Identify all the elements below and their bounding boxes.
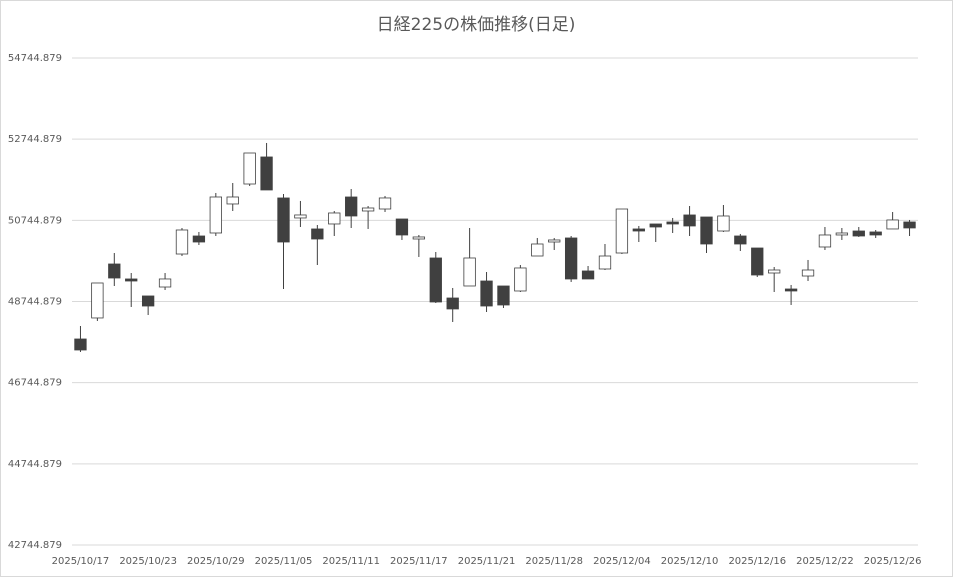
candle-body bbox=[497, 285, 510, 306]
candle-body bbox=[446, 297, 459, 310]
candle-body bbox=[260, 156, 273, 191]
candle-body bbox=[548, 239, 561, 243]
y-tick-label: 52744.879 bbox=[8, 134, 62, 145]
candle-body bbox=[615, 208, 629, 254]
candle-body bbox=[768, 269, 781, 274]
x-tick-label: 2025/11/28 bbox=[525, 556, 583, 567]
candle-body bbox=[192, 235, 206, 243]
candle-body bbox=[598, 255, 612, 270]
candle-body bbox=[294, 214, 307, 219]
x-tick-label: 2025/10/17 bbox=[52, 556, 110, 567]
candle-body bbox=[717, 215, 730, 232]
candle-body bbox=[91, 282, 104, 319]
candle-body bbox=[311, 228, 324, 240]
candle-body bbox=[328, 212, 341, 225]
candle-body bbox=[226, 196, 239, 205]
candle-body bbox=[514, 267, 527, 292]
candle-body bbox=[243, 152, 256, 185]
y-tick-label: 48744.879 bbox=[8, 297, 62, 308]
x-tick-label: 2025/11/11 bbox=[322, 556, 380, 567]
x-tick-label: 2025/12/26 bbox=[864, 556, 922, 567]
candle-body bbox=[581, 270, 595, 280]
candle-body bbox=[480, 280, 493, 307]
y-tick-label: 46744.879 bbox=[8, 378, 62, 389]
candle-body bbox=[74, 338, 87, 351]
candle-body bbox=[818, 234, 832, 248]
candle-body bbox=[852, 230, 865, 237]
candle-body bbox=[632, 228, 645, 232]
candle-body bbox=[835, 232, 849, 236]
candle-body bbox=[125, 278, 138, 282]
candle-body bbox=[531, 243, 544, 257]
candle-body bbox=[683, 214, 696, 227]
candle-body bbox=[141, 295, 155, 307]
candle-body bbox=[751, 247, 764, 276]
candle-body bbox=[564, 237, 578, 280]
candle-body bbox=[345, 196, 358, 217]
x-tick-label: 2025/12/16 bbox=[728, 556, 786, 567]
candle-body bbox=[666, 221, 679, 225]
x-tick-label: 2025/11/17 bbox=[390, 556, 448, 567]
candle-body bbox=[463, 257, 476, 287]
candle-body bbox=[903, 221, 916, 229]
candle-body bbox=[108, 263, 121, 279]
candle-body bbox=[378, 197, 392, 210]
chart-title: 日経225の株価推移(日足) bbox=[377, 15, 576, 35]
y-tick-label: 44744.879 bbox=[8, 459, 62, 470]
candle-body bbox=[361, 207, 375, 212]
candle-body bbox=[734, 235, 747, 245]
candle-body bbox=[869, 231, 882, 236]
y-tick-label: 54744.879 bbox=[8, 53, 62, 64]
x-tick-label: 2025/11/21 bbox=[458, 556, 516, 567]
x-tick-label: 2025/10/29 bbox=[187, 556, 245, 567]
candle-body bbox=[784, 288, 798, 292]
candle-body bbox=[175, 229, 189, 255]
x-tick-label: 2025/12/10 bbox=[661, 556, 719, 567]
y-tick-label: 42744.879 bbox=[8, 540, 62, 551]
x-tick-label: 2025/12/22 bbox=[796, 556, 854, 567]
candle-body bbox=[412, 236, 426, 240]
candle-body bbox=[700, 216, 713, 245]
x-tick-label: 2025/12/04 bbox=[593, 556, 651, 567]
candle-body bbox=[395, 218, 409, 236]
candle-body bbox=[801, 269, 815, 277]
x-tick-label: 2025/10/23 bbox=[119, 556, 177, 567]
candle-body bbox=[649, 223, 662, 228]
candle-body bbox=[886, 219, 899, 230]
candle-body bbox=[158, 278, 172, 288]
candle-body bbox=[429, 257, 442, 303]
candle-body bbox=[277, 197, 290, 243]
candle-body bbox=[209, 196, 222, 234]
x-tick-label: 2025/11/05 bbox=[255, 556, 313, 567]
y-tick-label: 50744.879 bbox=[8, 215, 62, 226]
